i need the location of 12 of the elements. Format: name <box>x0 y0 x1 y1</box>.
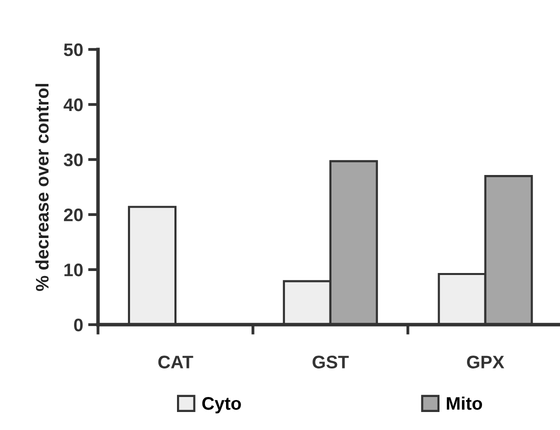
x-tick-label: CAT <box>158 356 194 368</box>
y-tick-label: 30 <box>64 153 83 166</box>
legend-label: Mito <box>446 396 482 410</box>
y-tick-label: 0 <box>74 318 83 332</box>
y-axis-title: % decrease over control <box>35 84 49 291</box>
y-tick-label: 50 <box>64 43 83 56</box>
y-tick-label: 40 <box>64 98 83 112</box>
x-tick-label: GPX <box>467 356 504 368</box>
y-tick-label: 20 <box>64 208 83 222</box>
y-tick-label: 10 <box>64 264 83 276</box>
legend-label: Cyto <box>202 397 241 414</box>
x-tick-label: GST <box>312 356 349 368</box>
